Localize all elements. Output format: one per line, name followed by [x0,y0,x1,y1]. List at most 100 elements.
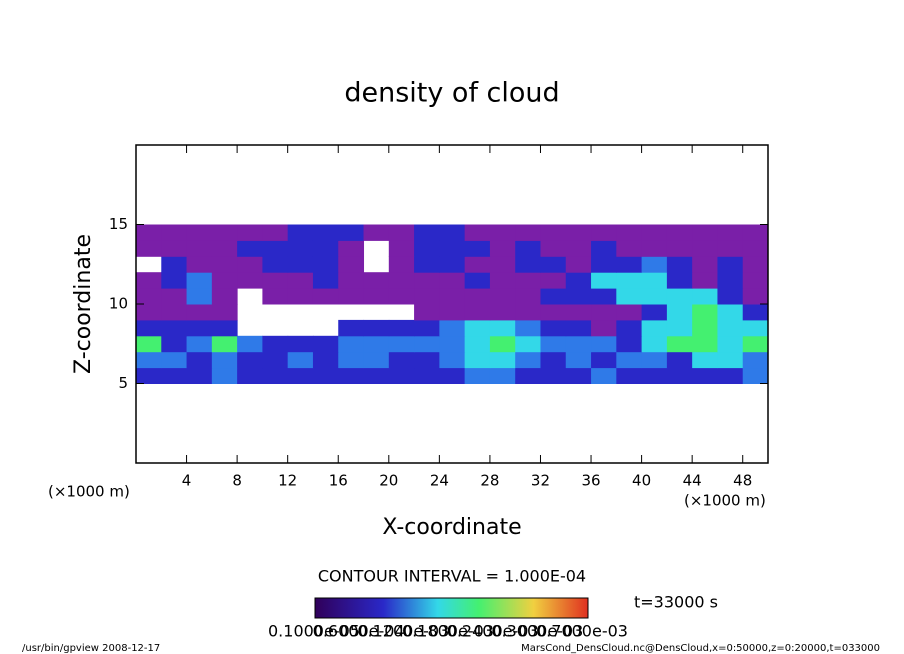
cell [489,304,516,321]
cell [262,335,289,353]
cell [312,335,339,353]
cell [237,351,263,369]
cell [666,367,693,384]
cell [211,240,238,257]
cell [262,351,289,369]
cell [616,240,643,257]
cell [414,304,440,321]
cell [540,367,567,384]
cell [717,240,744,257]
cell [591,256,617,273]
cell [464,351,491,369]
cell [464,272,491,289]
cell [186,240,213,257]
cell [717,335,744,353]
cell [211,272,238,289]
footer-left: /usr/bin/gpview 2008-12-17 [22,643,160,654]
cell [136,240,162,257]
cell [388,256,415,273]
cell [742,224,769,241]
cell [591,224,617,241]
cell [262,240,289,257]
cell [641,240,668,257]
cell [666,256,693,273]
cell [565,367,592,384]
cell [489,224,516,241]
cell [439,240,466,257]
cell [641,256,668,273]
cell [616,319,643,337]
cell [186,256,213,273]
cell [489,256,516,273]
cell [136,288,162,305]
y-tick-label: 5 [118,374,128,392]
cell [312,351,339,369]
cell [641,335,668,353]
cell [237,335,263,353]
cell [388,272,415,289]
cell [363,224,390,241]
cell [338,256,365,273]
cell [161,319,188,337]
y-unit-label: (×1000 m) [48,483,130,501]
cell [666,272,693,289]
cell [489,240,516,257]
cell [591,319,617,337]
cell [489,351,516,369]
cell [742,240,769,257]
colorbar-label: 0.1200e-03 [357,622,449,641]
cell [439,304,466,321]
cell [515,319,541,337]
cell [692,367,718,384]
x-tick-label: 32 [531,472,550,490]
cell [388,367,415,384]
x-tick-label: 8 [232,472,242,490]
colorbar-label: 0.1000e-05 [268,622,360,641]
cell [287,367,314,384]
cell [540,335,567,353]
cell [540,304,567,321]
cell [439,351,466,369]
cell [211,304,238,321]
cell [489,335,516,353]
cell [439,319,466,337]
cell [414,367,440,384]
cell [616,272,643,289]
cell [161,304,188,321]
cell [287,335,314,353]
cell [338,272,365,289]
cell [515,367,541,384]
cell [464,335,491,353]
cell [262,367,289,384]
cell [489,367,516,384]
cell [742,272,769,289]
cell [414,256,440,273]
cell [363,351,390,369]
cell [540,240,567,257]
cell [540,319,567,337]
cell [641,319,668,337]
cell [540,256,567,273]
cell [717,304,744,321]
cell [262,272,289,289]
cell [439,367,466,384]
cell [666,304,693,321]
cell [287,351,314,369]
cell [565,304,592,321]
cell [616,335,643,353]
cell [692,335,718,353]
cell [237,240,263,257]
cell [641,351,668,369]
cell [641,367,668,384]
cell [186,351,213,369]
cell [388,351,415,369]
cell [489,272,516,289]
cell [641,224,668,241]
cell [591,304,617,321]
cell [666,288,693,305]
cell [136,304,162,321]
cell [464,256,491,273]
cell [464,240,491,257]
cell [136,224,162,241]
